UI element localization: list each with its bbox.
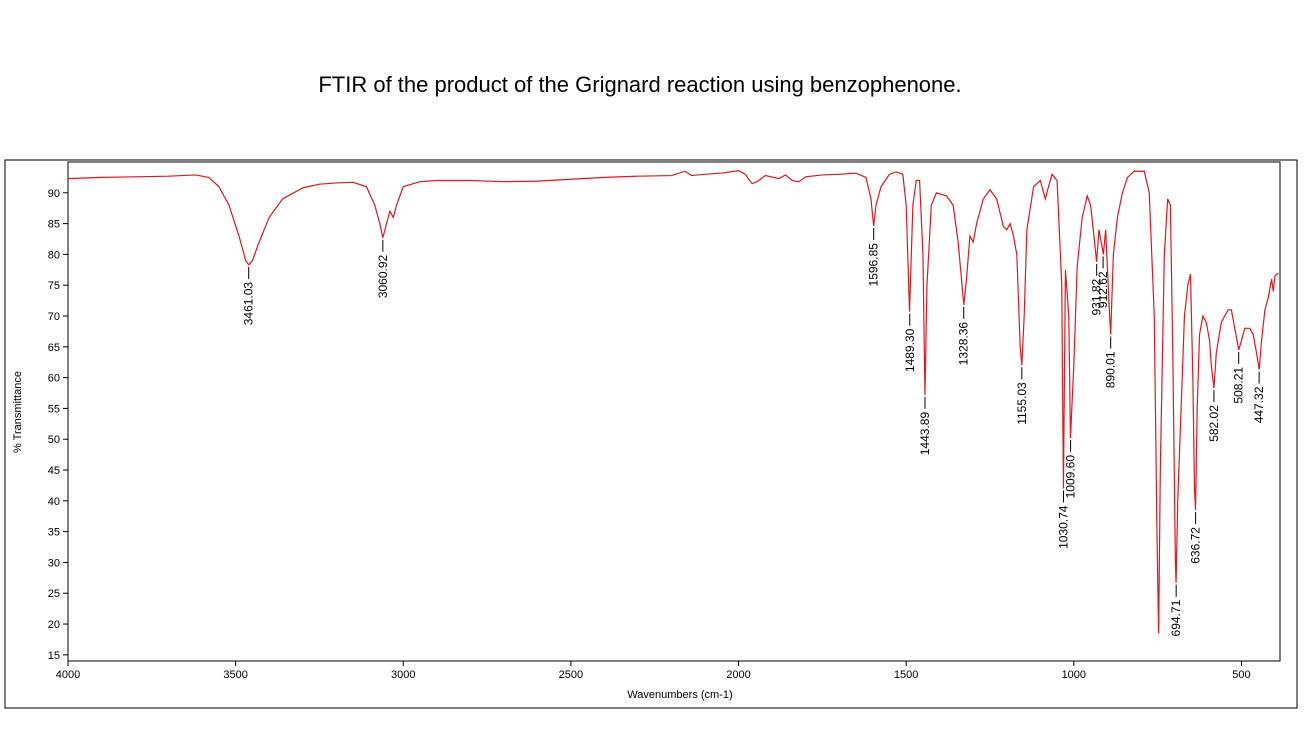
peak-label: 582.02 — [1207, 405, 1221, 442]
y-tick-label: 30 — [48, 557, 60, 569]
peak-label: 1443.89 — [918, 412, 932, 456]
x-tick-label: 1500 — [894, 669, 918, 681]
y-tick-label: 25 — [48, 588, 60, 600]
y-tick-label: 55 — [48, 403, 60, 415]
y-tick-label: 75 — [48, 280, 60, 292]
y-tick-label: 90 — [48, 188, 60, 200]
peak-label: 3461.03 — [242, 282, 256, 326]
y-tick-label: 70 — [48, 311, 60, 323]
x-tick-label: 1000 — [1062, 669, 1086, 681]
y-axis-label: % Transmittance — [12, 371, 24, 453]
x-tick-label: 2500 — [559, 669, 583, 681]
y-tick-label: 65 — [48, 342, 60, 354]
peak-label: 636.72 — [1189, 527, 1203, 564]
x-axis-label: Wavenumbers (cm-1) — [627, 689, 732, 701]
x-tick-label: 4000 — [56, 669, 80, 681]
x-tick-label: 500 — [1232, 669, 1250, 681]
plot-frame — [67, 161, 1281, 662]
peak-label: 931.82 — [1090, 278, 1104, 315]
y-tick-label: 50 — [48, 434, 60, 446]
x-tick-label: 2000 — [726, 669, 750, 681]
peak-label: 3060.92 — [376, 254, 390, 298]
y-tick-label: 45 — [48, 465, 60, 477]
y-tick-label: 15 — [48, 650, 60, 662]
y-tick-label: 60 — [48, 373, 60, 385]
chart-frame — [4, 159, 1298, 709]
y-tick-label: 35 — [48, 527, 60, 539]
chart-title: FTIR of the product of the Grignard reac… — [318, 72, 961, 97]
peak-label: 912.62 — [1096, 271, 1110, 308]
peak-label: 694.71 — [1169, 599, 1183, 636]
peak-label: 447.32 — [1252, 386, 1266, 423]
y-tick-label: 85 — [48, 219, 60, 231]
peak-label: 1596.85 — [867, 243, 881, 287]
y-tick-label: 80 — [48, 249, 60, 261]
peak-label: 1155.03 — [1015, 382, 1029, 425]
spectrum-line — [67, 169, 1279, 634]
x-tick-label: 3500 — [223, 669, 247, 681]
y-tick-label: 20 — [48, 619, 60, 631]
x-tick-label: 3000 — [391, 669, 415, 681]
peak-label: 508.21 — [1232, 367, 1246, 404]
y-tick-label: 40 — [48, 496, 60, 508]
peak-label: 1328.36 — [957, 322, 971, 366]
peak-label: 890.01 — [1104, 351, 1118, 388]
peak-label: 1030.74 — [1057, 505, 1071, 549]
peak-label: 1009.60 — [1064, 455, 1078, 499]
peak-label: 1489.30 — [903, 328, 917, 372]
